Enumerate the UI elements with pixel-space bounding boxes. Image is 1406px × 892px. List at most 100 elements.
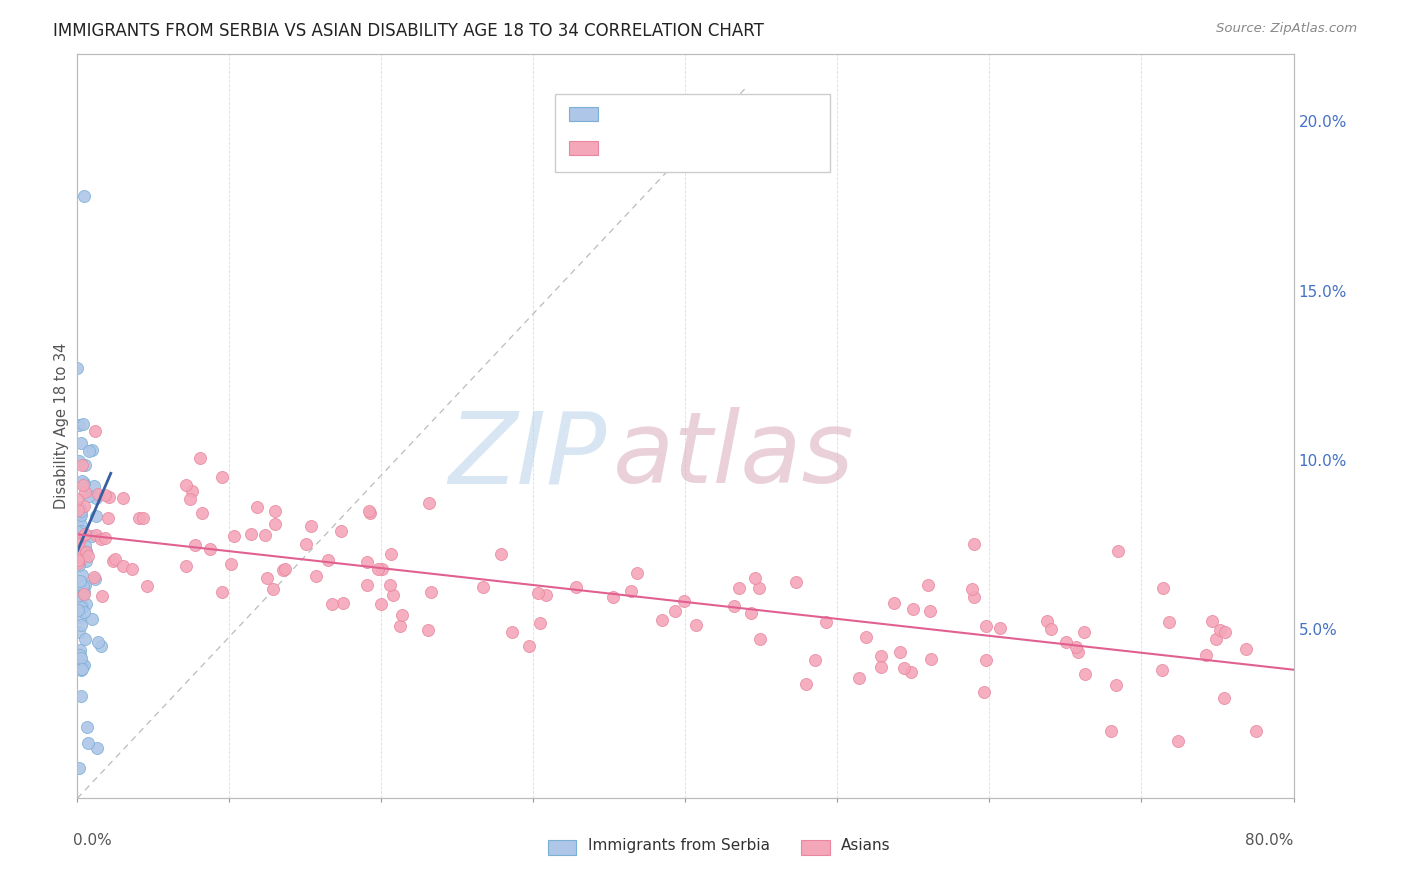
Point xyxy=(69,599,91,614)
Point xyxy=(80,612,103,626)
Text: 71: 71 xyxy=(745,106,766,120)
Point xyxy=(70,598,93,612)
Point xyxy=(72,474,94,488)
Point xyxy=(974,653,997,667)
Point xyxy=(356,555,378,569)
Point xyxy=(274,561,297,575)
Point xyxy=(128,510,150,524)
Point xyxy=(963,590,986,604)
Point xyxy=(91,589,114,603)
Point xyxy=(84,509,107,524)
Point xyxy=(69,510,91,524)
Point xyxy=(883,596,905,610)
Point xyxy=(70,530,93,544)
Point xyxy=(72,587,94,601)
Point xyxy=(70,568,93,582)
Text: 0.168: 0.168 xyxy=(657,106,704,120)
Point xyxy=(111,491,134,506)
Point xyxy=(651,613,673,627)
Point xyxy=(359,506,381,520)
Point xyxy=(98,490,121,504)
Point xyxy=(67,454,90,468)
Text: -0.748: -0.748 xyxy=(651,140,706,154)
Point xyxy=(75,484,97,499)
Point xyxy=(976,619,998,633)
Point xyxy=(222,529,245,543)
Point xyxy=(73,188,96,202)
Point xyxy=(66,516,89,530)
Point xyxy=(77,549,100,563)
Point xyxy=(66,553,89,567)
Point xyxy=(356,578,378,592)
Point xyxy=(72,417,94,432)
Point xyxy=(211,470,233,484)
Point xyxy=(75,578,97,592)
Point xyxy=(815,615,838,629)
Point xyxy=(305,568,328,582)
Point xyxy=(75,598,97,612)
Point xyxy=(1157,615,1180,630)
Point xyxy=(501,624,523,639)
Point xyxy=(80,529,103,543)
Point xyxy=(1150,664,1173,678)
Point xyxy=(72,458,94,473)
Point xyxy=(382,588,405,602)
Point xyxy=(1040,622,1063,636)
Point xyxy=(66,537,89,551)
Point xyxy=(1073,624,1095,639)
Text: Asians: Asians xyxy=(841,838,890,853)
Point xyxy=(1054,635,1077,649)
Point xyxy=(84,527,107,541)
Point xyxy=(69,501,91,516)
Point xyxy=(67,548,90,562)
Point xyxy=(191,506,214,520)
Point xyxy=(104,552,127,566)
Point xyxy=(73,586,96,600)
Text: Immigrants from Serbia: Immigrants from Serbia xyxy=(588,838,769,853)
Point xyxy=(73,458,96,472)
Point xyxy=(80,442,103,457)
Point xyxy=(264,504,287,518)
Point xyxy=(70,657,93,671)
Text: N=: N= xyxy=(707,140,737,154)
Point xyxy=(318,552,340,566)
Point xyxy=(179,491,201,506)
Point xyxy=(1105,678,1128,692)
Point xyxy=(534,588,557,602)
Text: Source: ZipAtlas.com: Source: ZipAtlas.com xyxy=(1216,22,1357,36)
Point xyxy=(70,662,93,676)
Text: 0.0%: 0.0% xyxy=(73,833,112,847)
Point xyxy=(1099,723,1122,738)
Point xyxy=(67,527,90,541)
Point xyxy=(740,606,762,620)
Point xyxy=(673,593,696,607)
Point xyxy=(70,517,93,532)
Point xyxy=(370,597,392,611)
Point xyxy=(66,503,89,517)
Point xyxy=(70,689,93,703)
Point xyxy=(69,504,91,518)
Point xyxy=(920,604,942,618)
Point xyxy=(66,525,89,540)
Point xyxy=(87,487,110,501)
Point xyxy=(1213,625,1236,640)
Text: ZIP: ZIP xyxy=(449,408,606,504)
Point xyxy=(471,580,494,594)
Point xyxy=(1234,642,1257,657)
Point xyxy=(1036,614,1059,628)
Point xyxy=(1205,632,1227,646)
Point xyxy=(66,647,89,661)
Point xyxy=(70,650,93,665)
Point xyxy=(1213,691,1236,706)
Point xyxy=(1152,581,1174,595)
Point xyxy=(69,618,91,632)
Point xyxy=(870,648,893,663)
Point xyxy=(389,619,412,633)
Point xyxy=(371,562,394,576)
Point xyxy=(517,639,540,653)
Point xyxy=(900,665,922,679)
Point xyxy=(299,518,322,533)
Point xyxy=(620,583,643,598)
Point xyxy=(973,685,995,699)
Y-axis label: Disability Age 18 to 34: Disability Age 18 to 34 xyxy=(53,343,69,509)
